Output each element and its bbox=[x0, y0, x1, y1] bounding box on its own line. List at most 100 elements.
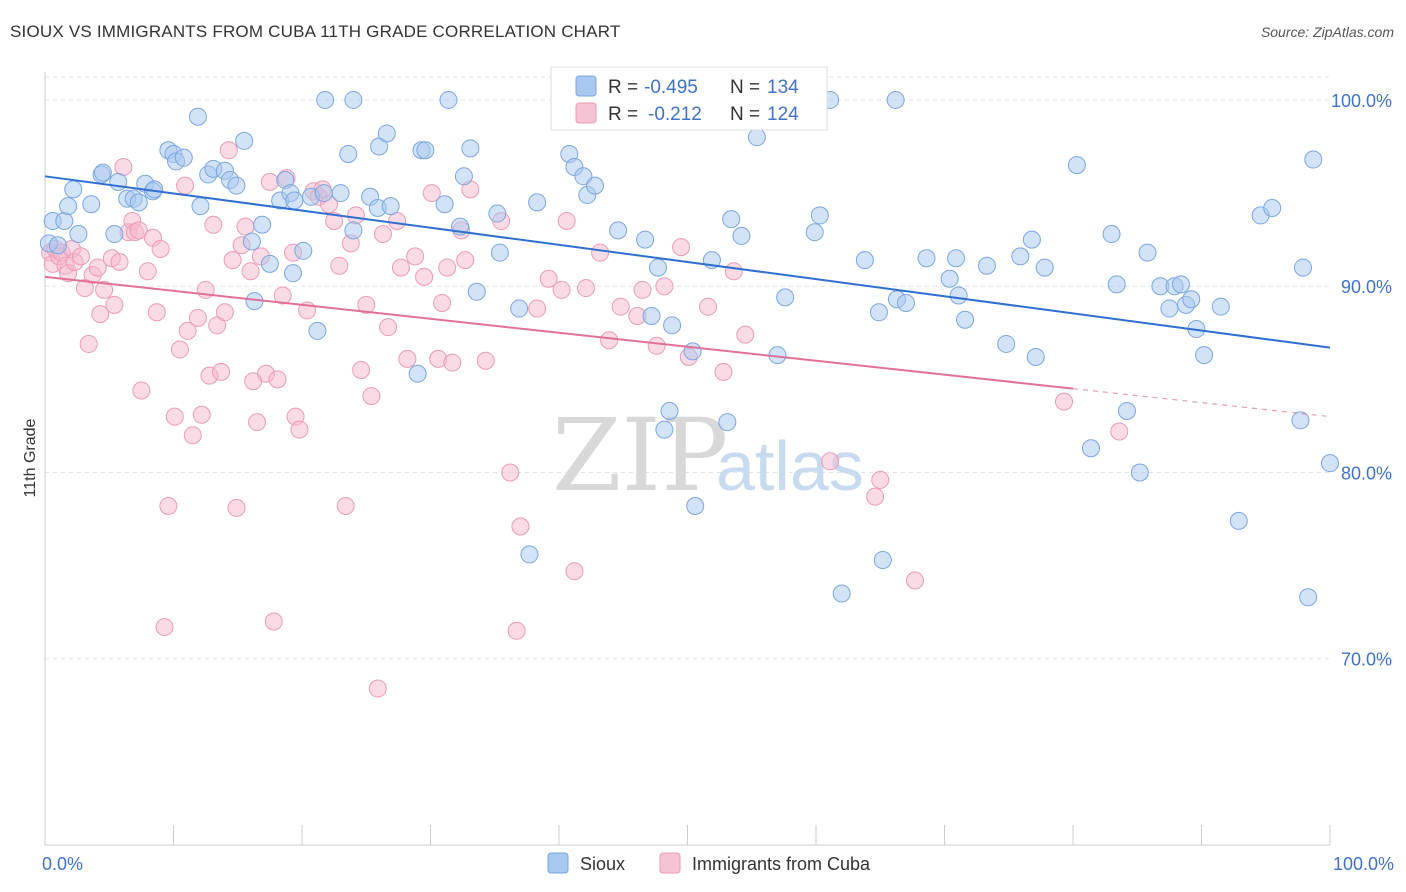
sioux-point bbox=[805, 223, 824, 242]
sioux-point bbox=[308, 321, 327, 340]
sioux-point bbox=[344, 221, 363, 240]
sioux-point bbox=[416, 141, 435, 160]
cuba-point bbox=[215, 303, 234, 322]
cuba-point bbox=[557, 212, 576, 231]
sioux-point bbox=[344, 90, 363, 109]
sioux-point bbox=[663, 316, 682, 335]
cuba-point bbox=[422, 184, 441, 203]
cuba-point bbox=[406, 247, 425, 266]
trend-line-cuba-extension bbox=[1072, 388, 1331, 418]
sioux-point bbox=[1160, 299, 1179, 318]
cuba-point bbox=[438, 258, 457, 277]
sioux-point bbox=[191, 197, 210, 216]
sioux-point bbox=[947, 249, 966, 268]
cuba-point bbox=[88, 258, 107, 277]
sioux-point bbox=[435, 195, 454, 214]
sioux-point bbox=[510, 299, 529, 318]
sioux-point bbox=[377, 124, 396, 143]
sioux-point bbox=[55, 212, 74, 231]
cuba-point bbox=[91, 305, 110, 324]
sioux-point bbox=[896, 293, 915, 312]
cuba-point bbox=[647, 336, 666, 355]
sioux-point bbox=[1035, 258, 1054, 277]
sioux-point bbox=[997, 334, 1016, 353]
sioux-point bbox=[227, 176, 246, 195]
trend-lines bbox=[44, 175, 1331, 418]
sioux-point bbox=[316, 90, 335, 109]
sioux-point bbox=[609, 221, 628, 240]
sioux-point bbox=[174, 148, 193, 167]
chart-title: SIOUX VS IMMIGRANTS FROM CUBA 11TH GRADE… bbox=[10, 22, 621, 41]
cuba-point bbox=[724, 262, 743, 281]
cuba-point bbox=[1055, 392, 1074, 411]
legend-n-label-cuba: N = bbox=[730, 104, 760, 125]
sioux-point bbox=[956, 310, 975, 329]
cuba-point bbox=[415, 267, 434, 286]
legend-r-value-sioux: -0.495 bbox=[644, 77, 698, 98]
cuba-point bbox=[443, 353, 462, 372]
sioux-point bbox=[284, 264, 303, 283]
cuba-point bbox=[151, 239, 170, 258]
cuba-point bbox=[132, 381, 151, 400]
sioux-point bbox=[585, 176, 604, 195]
bottom-legend-swatch-sioux bbox=[547, 852, 569, 874]
sioux-point bbox=[660, 402, 679, 421]
legend-n-label-sioux: N = bbox=[730, 77, 760, 98]
sioux-point bbox=[439, 90, 458, 109]
sioux-point bbox=[949, 286, 968, 305]
sioux-point bbox=[732, 226, 751, 245]
sioux-point bbox=[636, 230, 655, 249]
sioux-point bbox=[129, 193, 148, 212]
sioux-point bbox=[1117, 402, 1136, 421]
sioux-point bbox=[747, 128, 766, 147]
sioux-point bbox=[810, 206, 829, 225]
sioux-point bbox=[253, 215, 272, 234]
y-tick-label: 90.0% bbox=[1341, 277, 1392, 297]
sioux-point bbox=[331, 184, 350, 203]
sioux-point bbox=[940, 269, 959, 288]
sioux-point bbox=[1195, 346, 1214, 365]
cuba-point bbox=[170, 340, 189, 359]
x-tick-label-min: 0.0% bbox=[42, 854, 83, 874]
chart-source: Source: ZipAtlas.com bbox=[1260, 24, 1394, 40]
sioux-point bbox=[461, 139, 480, 158]
sioux-point bbox=[59, 197, 78, 216]
sioux-point bbox=[408, 364, 427, 383]
cuba-point bbox=[183, 426, 202, 445]
sioux-point bbox=[1102, 225, 1121, 244]
sioux-point bbox=[105, 225, 124, 244]
sioux-point bbox=[82, 195, 101, 214]
cuba-point bbox=[552, 280, 571, 299]
cuba-point bbox=[352, 361, 371, 380]
cuba-point bbox=[346, 206, 365, 225]
cuba-point bbox=[655, 277, 674, 296]
sioux-point bbox=[339, 144, 358, 163]
sioux-point bbox=[832, 584, 851, 603]
watermark: ZIP atlas bbox=[552, 397, 864, 514]
cuba-point bbox=[398, 349, 417, 368]
cuba-point bbox=[591, 243, 610, 262]
cuba-point bbox=[159, 496, 178, 515]
cuba-point bbox=[290, 420, 309, 439]
sioux-point bbox=[1291, 411, 1310, 430]
cuba-point bbox=[699, 297, 718, 316]
cuba-point bbox=[611, 297, 630, 316]
cuba-point bbox=[368, 679, 387, 698]
cuba-point bbox=[219, 141, 238, 160]
sioux-point bbox=[869, 303, 888, 322]
axes bbox=[44, 72, 1331, 846]
x-tick-label-max: 100.0% bbox=[1333, 854, 1394, 874]
sioux-point bbox=[454, 167, 473, 186]
cuba-point bbox=[260, 172, 279, 191]
sioux-point bbox=[528, 193, 547, 212]
cuba-point bbox=[95, 280, 114, 299]
cuba-point bbox=[501, 463, 520, 482]
cuba-point bbox=[147, 303, 166, 322]
cuba-point bbox=[600, 331, 619, 350]
cuba-point bbox=[273, 286, 292, 305]
bottom-legend-label-cuba: Immigrants from Cuba bbox=[692, 854, 871, 874]
cuba-point bbox=[325, 212, 344, 231]
cuba-point bbox=[105, 295, 124, 314]
legend-n-value-sioux: 134 bbox=[767, 77, 799, 98]
sioux-point bbox=[686, 496, 705, 515]
